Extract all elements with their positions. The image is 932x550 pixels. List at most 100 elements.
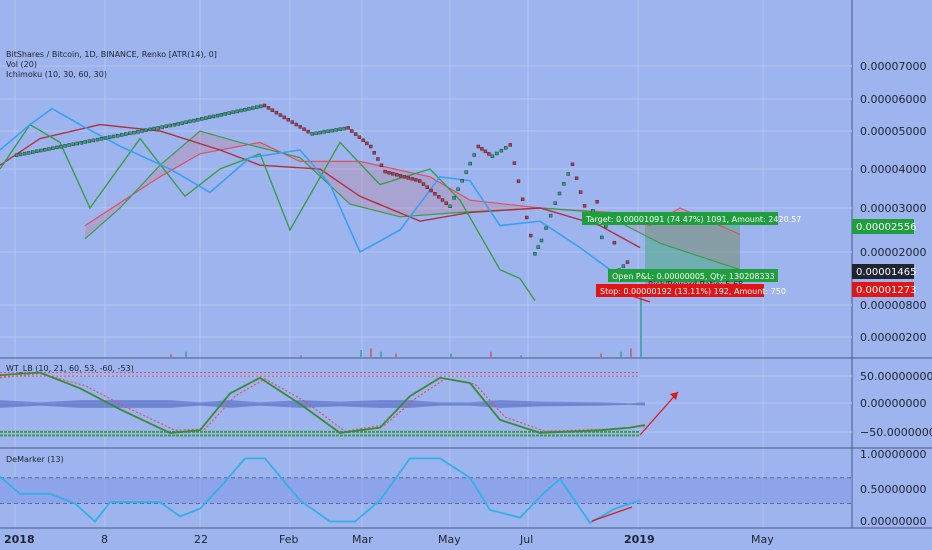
renko-brick-up	[79, 140, 84, 145]
renko-brick-down	[440, 198, 445, 202]
renko-brick-up	[63, 144, 67, 148]
renko-brick-down	[306, 129, 310, 134]
last-price-tag[interactable]	[852, 264, 914, 279]
renko-brick-down	[433, 191, 437, 196]
renko-brick-down	[410, 177, 414, 181]
renko-brick-down	[398, 174, 403, 178]
time-tick-jul: Jul	[519, 533, 533, 546]
price-tick-8: 0.00000200	[860, 331, 926, 344]
volume-bar	[395, 353, 397, 357]
time-axis[interactable]: 2018 8 22 Feb Mar May Jul 2019 May	[4, 533, 774, 546]
price-tick-1: 0.00007000	[860, 60, 926, 73]
renko-brick-down	[262, 103, 267, 108]
pnl-label-box[interactable]	[608, 269, 778, 282]
pnl-label: Open P&L: 0.00000005, Qty: 130208333	[612, 272, 775, 281]
target-price-tag[interactable]	[852, 219, 914, 234]
renko-brick-down	[578, 190, 583, 194]
volume-bar	[620, 351, 622, 358]
wt-tick-2: 0.00000000	[860, 397, 926, 410]
renko-brick-up	[59, 144, 63, 149]
renko-brick-down	[582, 204, 587, 208]
dem-tick-3: 0.00000000	[860, 515, 926, 528]
last-price-text: 0.00001465	[856, 267, 916, 278]
renko-brick-up	[160, 125, 164, 129]
wt-tick-1: 50.00000000	[860, 370, 932, 383]
renko-brick-down	[290, 120, 294, 124]
renko-brick-up	[452, 196, 456, 200]
renko-brick-up	[35, 149, 39, 154]
renko-bricks	[14, 103, 630, 272]
renko-brick-up	[231, 110, 235, 114]
renko-brick-up	[115, 133, 120, 138]
renko-brick-down	[570, 162, 575, 167]
demarker-axis[interactable]: 1.00000000 0.50000000 0.00000000	[860, 448, 926, 528]
volume-bar	[490, 351, 492, 358]
volume-bar	[370, 348, 372, 358]
renko-brick-down	[595, 199, 599, 204]
renko-brick-up	[247, 107, 251, 111]
wt-arrow-line[interactable]	[639, 391, 679, 436]
renko-brick-up	[235, 109, 239, 114]
volume-bar	[380, 351, 382, 358]
legend-vol[interactable]: Vol (20)	[6, 60, 37, 69]
renko-brick-down	[391, 171, 395, 176]
time-tick-2019: 2019	[624, 533, 655, 546]
renko-brick-down	[508, 143, 512, 147]
renko-brick-up	[334, 128, 338, 132]
renko-brick-up	[600, 235, 604, 240]
legend-ichimoku[interactable]: Ichimoku (10, 30, 60, 30)	[6, 70, 107, 79]
dem-tick-1: 1.00000000	[860, 448, 926, 461]
target-zone[interactable]	[645, 222, 740, 274]
renko-brick-up	[219, 112, 224, 117]
stop-price-tag[interactable]	[852, 282, 914, 297]
renko-brick-up	[566, 172, 570, 176]
demarker-level-lines	[0, 477, 852, 504]
renko-brick-up	[464, 170, 468, 174]
renko-brick-up	[314, 131, 318, 136]
stop-price-text: 0.00001273	[856, 285, 916, 296]
renko-brick-up	[188, 119, 192, 124]
renko-brick-up	[22, 151, 27, 156]
renko-brick-down	[414, 178, 418, 182]
renko-brick-down	[286, 117, 290, 122]
renko-brick-up	[124, 132, 128, 136]
renko-brick-up	[544, 226, 548, 230]
renko-brick-down	[437, 195, 441, 199]
renko-brick-up	[536, 245, 540, 249]
price-axis[interactable]: 0.00007000 0.00006000 0.00005000 0.00004…	[860, 60, 926, 344]
renko-brick-down	[387, 170, 391, 175]
renko-brick-up	[172, 122, 177, 127]
wt-level-lines	[0, 372, 640, 437]
renko-brick-up	[548, 213, 553, 218]
wt-pane[interactable]	[0, 371, 852, 437]
renko-brick-down	[625, 260, 630, 264]
renko-brick-down	[421, 182, 426, 186]
renko-brick-down	[487, 152, 491, 156]
volume-bar	[600, 353, 602, 357]
legend-title[interactable]: BitShares / Bitcoin, 1D, BINANCE, Renko …	[6, 50, 217, 59]
renko-brick-up	[43, 147, 47, 152]
demarker-trend-line[interactable]	[591, 506, 633, 522]
renko-brick-up	[490, 154, 495, 159]
renko-brick-up	[128, 131, 132, 136]
legend-demarker[interactable]: DeMarker (13)	[6, 455, 64, 464]
renko-brick-down	[372, 151, 376, 155]
volume-bar	[170, 354, 172, 357]
renko-brick-down	[429, 188, 433, 193]
legend-wt[interactable]: WT_LB (10, 21, 60, 53, -60, -53)	[6, 364, 134, 373]
renko-brick-down	[383, 169, 387, 174]
time-tick-may-2019: May	[751, 533, 774, 546]
renko-brick-up	[184, 120, 188, 124]
renko-brick-down	[512, 161, 517, 165]
wt-axis[interactable]: 50.00000000 0.00000000 −50.00000000	[860, 370, 932, 439]
demarker-line	[0, 457, 641, 524]
renko-brick-up	[203, 116, 208, 120]
ichimoku-cloud	[85, 131, 740, 270]
renko-brick-up	[330, 128, 334, 133]
target-label-box[interactable]	[582, 212, 778, 225]
stop-label-box[interactable]	[596, 284, 764, 297]
renko-brick-up	[87, 139, 92, 143]
demarker-pane[interactable]	[0, 457, 852, 524]
renko-brick-up	[31, 150, 35, 154]
